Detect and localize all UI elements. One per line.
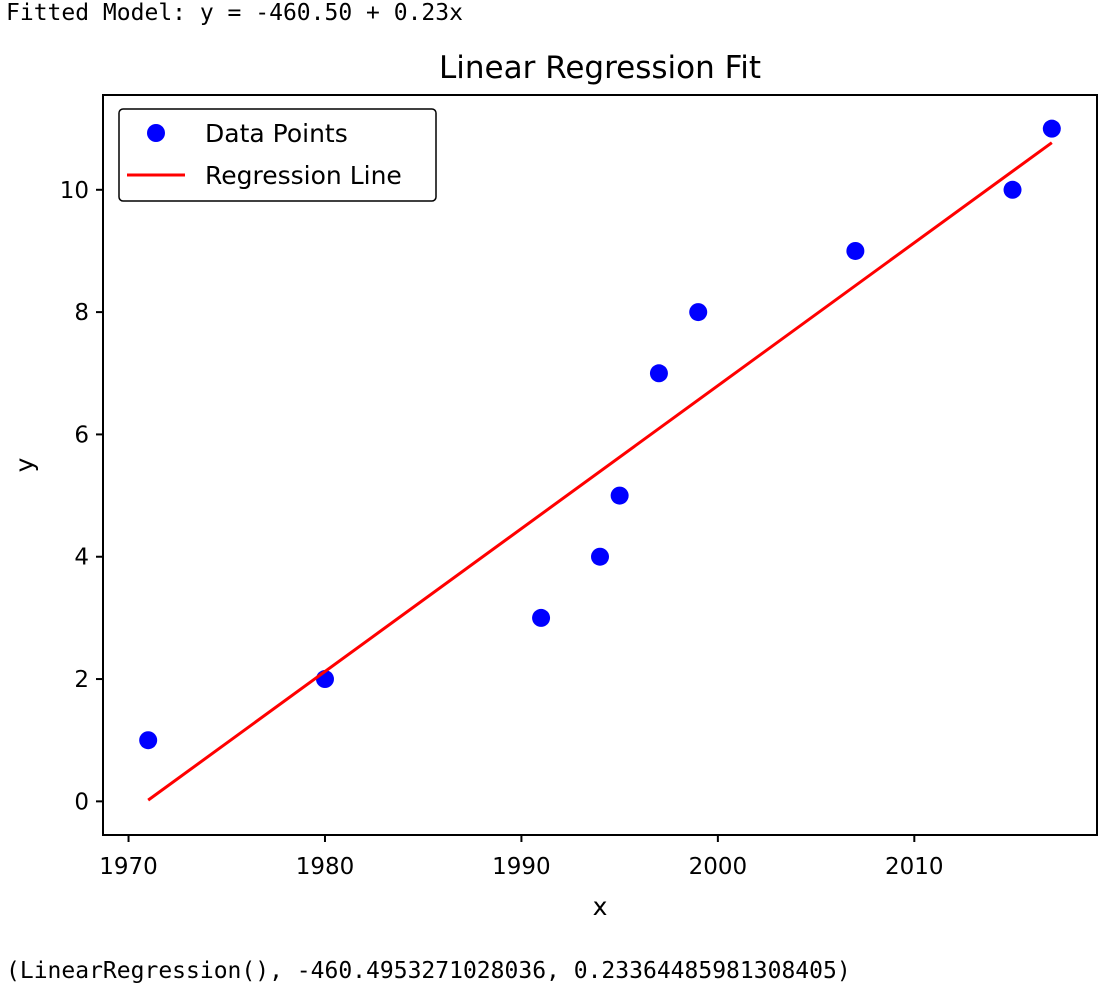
data-point (649, 364, 668, 383)
y-tick-label: 6 (74, 422, 89, 448)
x-axis-label: x (593, 892, 608, 921)
data-point (610, 486, 629, 505)
y-tick-label: 0 (74, 789, 89, 815)
plot-frame (102, 94, 1098, 836)
x-tick-label: 2010 (885, 854, 944, 880)
x-tick-label: 1980 (296, 854, 355, 880)
regression-line (147, 141, 1053, 802)
x-tick-label: 1990 (492, 854, 551, 880)
data-point (1003, 180, 1022, 199)
data-point (689, 303, 708, 322)
y-axis-label: y (10, 457, 39, 472)
chart-title: Linear Regression Fit (439, 50, 761, 86)
data-point (1042, 119, 1061, 138)
y-tick-label: 4 (74, 545, 89, 571)
legend-marker (147, 124, 165, 142)
legend-label: Regression Line (205, 161, 402, 190)
y-tick-label: 8 (74, 300, 89, 326)
output-text: (LinearRegression(), -460.4953271028036,… (6, 958, 851, 984)
fitted-model-text: Fitted Model: y = -460.50 + 0.23x (6, 0, 463, 26)
legend-box (118, 108, 437, 202)
x-tick-label: 1970 (99, 854, 158, 880)
legend: Data Points Regression Line (118, 108, 437, 202)
data-point (846, 241, 865, 260)
y-tick-label: 2 (74, 667, 89, 693)
data-point (532, 608, 551, 627)
y-tick-label: 10 (60, 178, 89, 204)
data-point (591, 547, 609, 566)
data-point (139, 731, 158, 750)
x-tick-label: 2000 (689, 854, 748, 880)
legend-label: Data Points (205, 119, 348, 148)
